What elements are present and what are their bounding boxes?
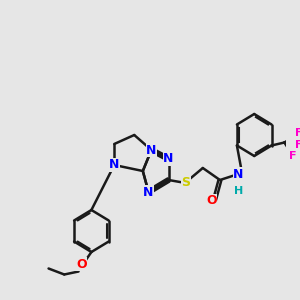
Text: O: O [206,194,217,208]
Text: N: N [109,158,119,172]
Text: O: O [76,257,87,271]
Text: N: N [233,167,244,181]
Text: N: N [163,152,174,166]
Text: F: F [289,151,297,161]
Text: H: H [234,185,243,196]
Text: F: F [295,140,300,151]
Text: N: N [143,185,154,199]
Text: F: F [295,128,300,139]
Text: N: N [146,143,157,157]
Text: S: S [181,176,190,190]
